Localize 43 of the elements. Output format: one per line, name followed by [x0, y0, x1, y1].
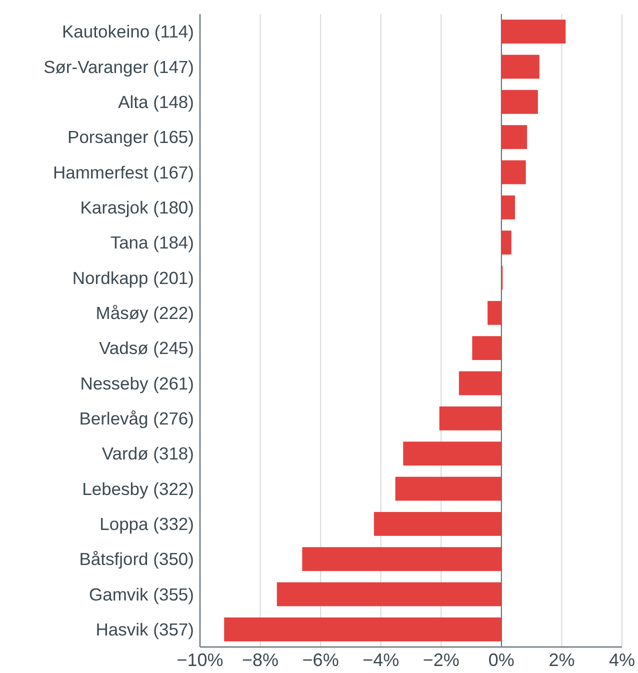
- bar: [395, 476, 502, 501]
- y-tick-label: Nesseby (261): [80, 373, 194, 394]
- bar: [501, 160, 526, 184]
- x-tick-label: −6%: [302, 650, 339, 670]
- bar: [458, 371, 502, 396]
- bar: [501, 20, 566, 44]
- y-tick-label: Gamvik (355): [88, 584, 194, 604]
- x-tick-label: −10%: [176, 650, 224, 670]
- y-tick-label: Berlevåg (276): [79, 408, 194, 429]
- y-tick-label: Hasvik (357): [96, 620, 194, 640]
- x-tick-label: 2%: [548, 650, 575, 670]
- y-tick-label: Tana (184): [110, 232, 194, 253]
- bar: [374, 512, 502, 536]
- bar: [224, 617, 502, 642]
- x-tick-label: 4%: [608, 650, 636, 670]
- y-tick-label: Kautokeino (114): [62, 22, 194, 42]
- bar: [276, 582, 502, 606]
- x-tick-label: −8%: [242, 650, 279, 670]
- bar: [403, 442, 502, 466]
- x-tick-label: −4%: [362, 650, 400, 670]
- y-tick-label: Måsøy (222): [96, 303, 194, 324]
- y-tick-label: Alta (148): [118, 92, 194, 112]
- y-tick-label: Loppa (332): [100, 514, 194, 534]
- y-tick-label: Karasjok (180): [80, 198, 194, 218]
- y-tick-label: Sør-Varanger (147): [44, 56, 194, 77]
- y-tick-label: Nordkapp (201): [72, 268, 194, 288]
- bar: [302, 547, 502, 572]
- bar: [501, 90, 538, 114]
- y-tick-label: Hammerfest (167): [52, 162, 194, 182]
- bar: [501, 54, 540, 79]
- y-tick-label: Porsanger (165): [68, 127, 194, 148]
- y-tick-label: Båtsfjord (350): [79, 549, 194, 570]
- bar: [472, 336, 502, 360]
- bar: [439, 406, 502, 430]
- bar: [501, 230, 512, 255]
- y-tick-label: Vardø (318): [102, 444, 194, 464]
- y-tick-label: Vadsø (245): [99, 338, 194, 358]
- bar: [501, 195, 515, 220]
- bar: [501, 125, 528, 150]
- bar: [488, 300, 502, 325]
- y-tick-label: Lebesby (322): [82, 478, 194, 499]
- x-tick-label: 0%: [488, 650, 514, 670]
- x-tick-label: −2%: [422, 650, 460, 670]
